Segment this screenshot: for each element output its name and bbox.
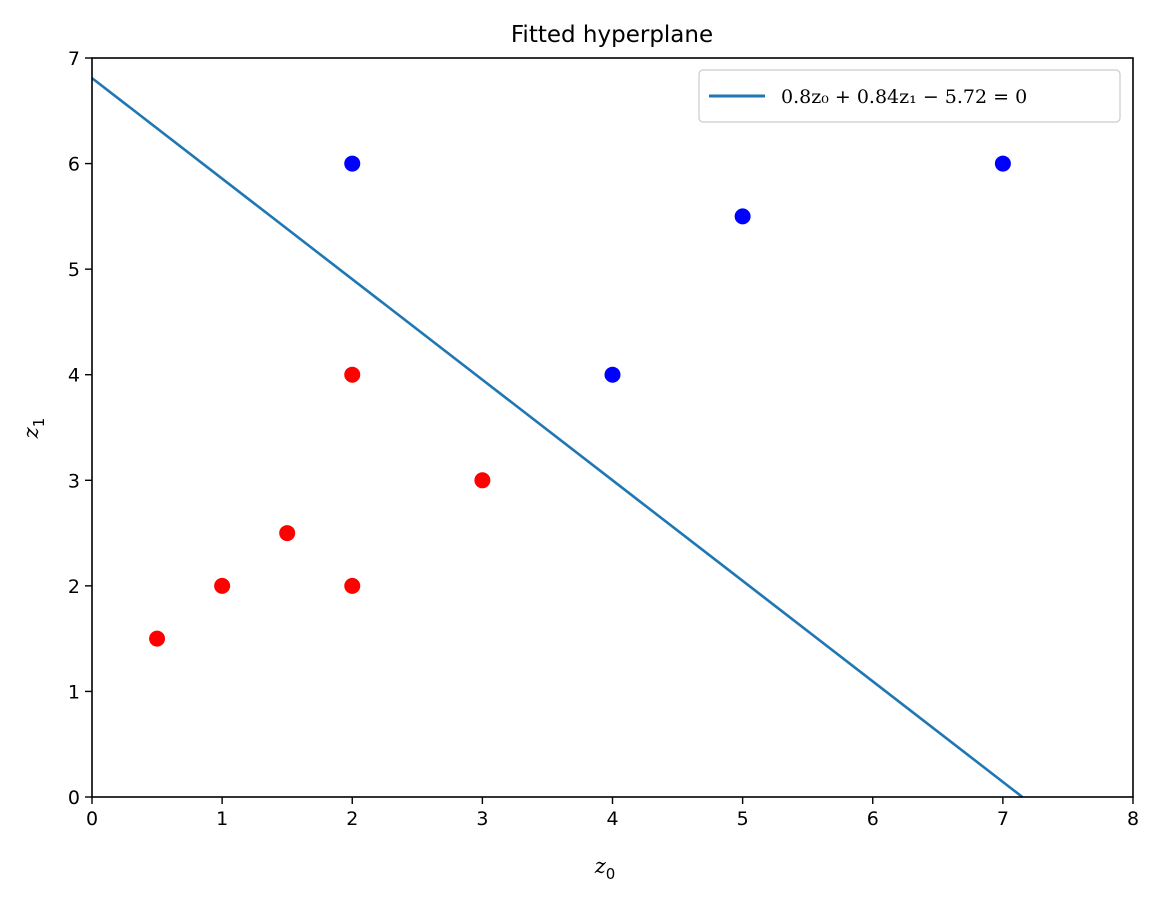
data-point-1-3 xyxy=(994,155,1011,172)
legend: 0.8z₀ + 0.84z₁ − 5.72 = 0 xyxy=(698,69,1121,123)
x-tick-label: 7 xyxy=(997,808,1009,830)
plot-area xyxy=(91,77,1024,799)
x-tick-label: 3 xyxy=(476,808,488,830)
x-tick-label: 8 xyxy=(1127,808,1139,830)
y-tick-label: 2 xyxy=(68,576,80,598)
legend-entry: 0.8z₀ + 0.84z₁ − 5.72 = 0 xyxy=(781,86,1027,108)
data-point-1-2 xyxy=(734,208,751,225)
y-tick-label: 7 xyxy=(68,48,80,70)
x-tick-label: 1 xyxy=(216,808,228,830)
data-point-0-0 xyxy=(149,630,166,647)
legend-box xyxy=(698,69,1121,123)
y-tick-label: 0 xyxy=(68,787,80,809)
y-tick-label: 6 xyxy=(68,154,80,176)
x-axis-label: z0 xyxy=(594,854,616,883)
x-tick-label: 0 xyxy=(86,808,98,830)
y-tick-label: 5 xyxy=(68,259,80,281)
data-point-0-3 xyxy=(344,577,361,594)
axis-ticks: 0 1 2 3 4 5 6 7 8 0 1 2 3 4 5 6 7 xyxy=(68,48,1139,830)
data-point-0-4 xyxy=(344,366,361,383)
y-axis-label: z1 xyxy=(19,418,48,440)
x-tick-label: 6 xyxy=(867,808,879,830)
y-tick-label: 3 xyxy=(68,470,80,492)
x-tick-label: 4 xyxy=(606,808,618,830)
data-point-1-0 xyxy=(344,155,361,172)
data-point-0-5 xyxy=(474,472,491,489)
y-tick-label: 4 xyxy=(68,365,80,387)
data-point-0-2 xyxy=(279,525,296,542)
axes-frame xyxy=(91,57,1134,798)
chart-title: Fitted hyperplane xyxy=(511,22,713,48)
y-tick-label: 1 xyxy=(68,681,80,703)
data-point-0-1 xyxy=(214,577,231,594)
x-tick-label: 2 xyxy=(346,808,358,830)
data-point-1-1 xyxy=(604,366,621,383)
hyperplane-line xyxy=(91,77,1024,799)
x-tick-label: 5 xyxy=(737,808,749,830)
